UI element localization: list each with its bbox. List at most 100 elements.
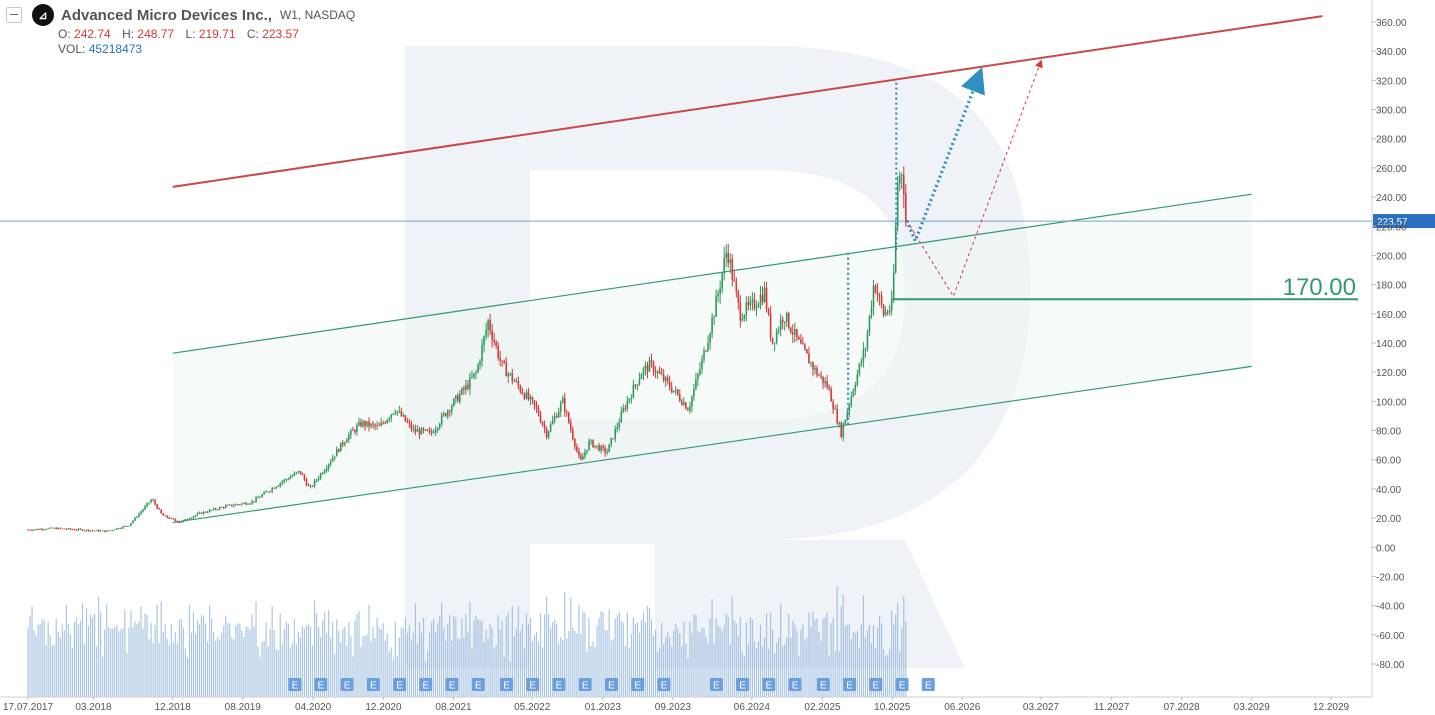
volume-bar: [77, 624, 80, 697]
volume-bar: [309, 626, 312, 697]
volume-bar: [231, 637, 233, 697]
y-tick-label: 40.00: [1376, 485, 1401, 496]
candle-body: [808, 353, 810, 364]
volume-bar: [659, 647, 661, 697]
y-tick-label: -80.00: [1376, 660, 1405, 671]
candle-body: [636, 384, 639, 386]
candle-body: [814, 367, 816, 370]
volume-value: 45218473: [88, 42, 143, 56]
volume-bar: [483, 641, 485, 697]
volume-bar: [765, 613, 768, 697]
volume-bar: [578, 605, 580, 697]
candle-body: [856, 374, 859, 385]
ohlc-readout: O: 242.74 H: 248.77 L: 219.71 C: 223.57: [58, 27, 355, 41]
volume-bar: [558, 643, 560, 697]
volume-bar: [804, 640, 806, 697]
volume-bar: [782, 646, 784, 697]
candle-body: [640, 374, 643, 380]
y-tick-label: 160.00: [1376, 310, 1407, 321]
volume-bar: [348, 622, 350, 697]
volume-bar: [39, 623, 41, 697]
candle-body: [876, 292, 879, 295]
candle-body: [459, 394, 461, 402]
volume-bar: [477, 619, 479, 697]
collapse-legend-button[interactable]: [6, 7, 22, 23]
candle-body: [479, 361, 481, 366]
candle-body: [333, 456, 336, 458]
candle-body: [767, 309, 770, 314]
volume-bar: [317, 626, 320, 697]
candle-body: [676, 389, 679, 395]
candle-body: [563, 397, 566, 412]
candle-body: [592, 440, 594, 448]
volume-bar: [854, 633, 856, 697]
candle-body: [398, 410, 401, 412]
candle-body: [787, 312, 790, 328]
volume-bar: [83, 644, 86, 697]
candle-body: [896, 183, 899, 227]
candle-body: [789, 327, 792, 333]
volume-bar: [31, 606, 33, 697]
volume-bar: [537, 641, 540, 697]
candle-body: [463, 388, 465, 390]
candle-body: [739, 302, 742, 321]
earnings-marker-label: E: [608, 681, 615, 692]
volume-bar: [612, 638, 614, 697]
candle-body: [214, 508, 217, 510]
candle-body: [622, 408, 625, 412]
volume-bar: [604, 629, 606, 697]
earnings-marker: [393, 678, 407, 691]
volume-bar: [880, 623, 883, 697]
volume-bar: [293, 618, 295, 697]
volume-bar: [471, 648, 473, 697]
candle-body: [208, 510, 211, 513]
volume-bar: [453, 615, 455, 697]
candle-body: [838, 423, 841, 424]
volume-bar: [699, 632, 701, 697]
candle-body: [796, 329, 798, 338]
volume-bar: [868, 624, 871, 697]
volume-bar: [443, 628, 445, 697]
volume-bar: [550, 628, 552, 697]
candle-body: [618, 422, 621, 427]
x-tick-label: 04.2020: [295, 702, 332, 713]
candle-body: [824, 381, 826, 384]
candle-body: [206, 512, 209, 513]
candle-body: [747, 302, 750, 305]
volume-bar: [422, 617, 425, 697]
volume-bar: [731, 597, 733, 697]
earnings-marker-label: E: [396, 681, 403, 692]
candle-body: [868, 315, 871, 333]
earnings-marker-label: E: [766, 681, 773, 692]
candle-body: [420, 428, 423, 435]
candle-body: [388, 418, 391, 420]
candle-body: [561, 397, 564, 404]
volume-bar: [178, 619, 180, 697]
volume-bar: [701, 627, 703, 697]
volume-bar: [709, 618, 711, 697]
volume-bar: [515, 628, 517, 697]
volume-bar: [743, 656, 745, 697]
candle-body: [59, 527, 62, 529]
volume-bar: [297, 632, 300, 697]
volume-bar: [808, 612, 810, 697]
volume-bar: [491, 628, 493, 697]
candle-body: [118, 528, 120, 530]
candle-body: [822, 376, 824, 384]
volume-bar: [543, 614, 546, 697]
candle-body: [134, 517, 136, 521]
candle-body: [87, 529, 90, 532]
candle-body: [818, 375, 820, 377]
current-price-label: 223.57: [1377, 217, 1408, 228]
volume-bar: [618, 612, 620, 697]
volume-bar: [196, 620, 199, 697]
candle-body: [27, 529, 29, 531]
candle-body: [596, 445, 598, 447]
candle-body: [400, 410, 403, 417]
volume-bar: [582, 611, 584, 697]
volume-bar: [586, 651, 588, 697]
candle-body: [319, 473, 322, 479]
volume-bar: [640, 619, 643, 697]
candle-body: [878, 294, 881, 296]
